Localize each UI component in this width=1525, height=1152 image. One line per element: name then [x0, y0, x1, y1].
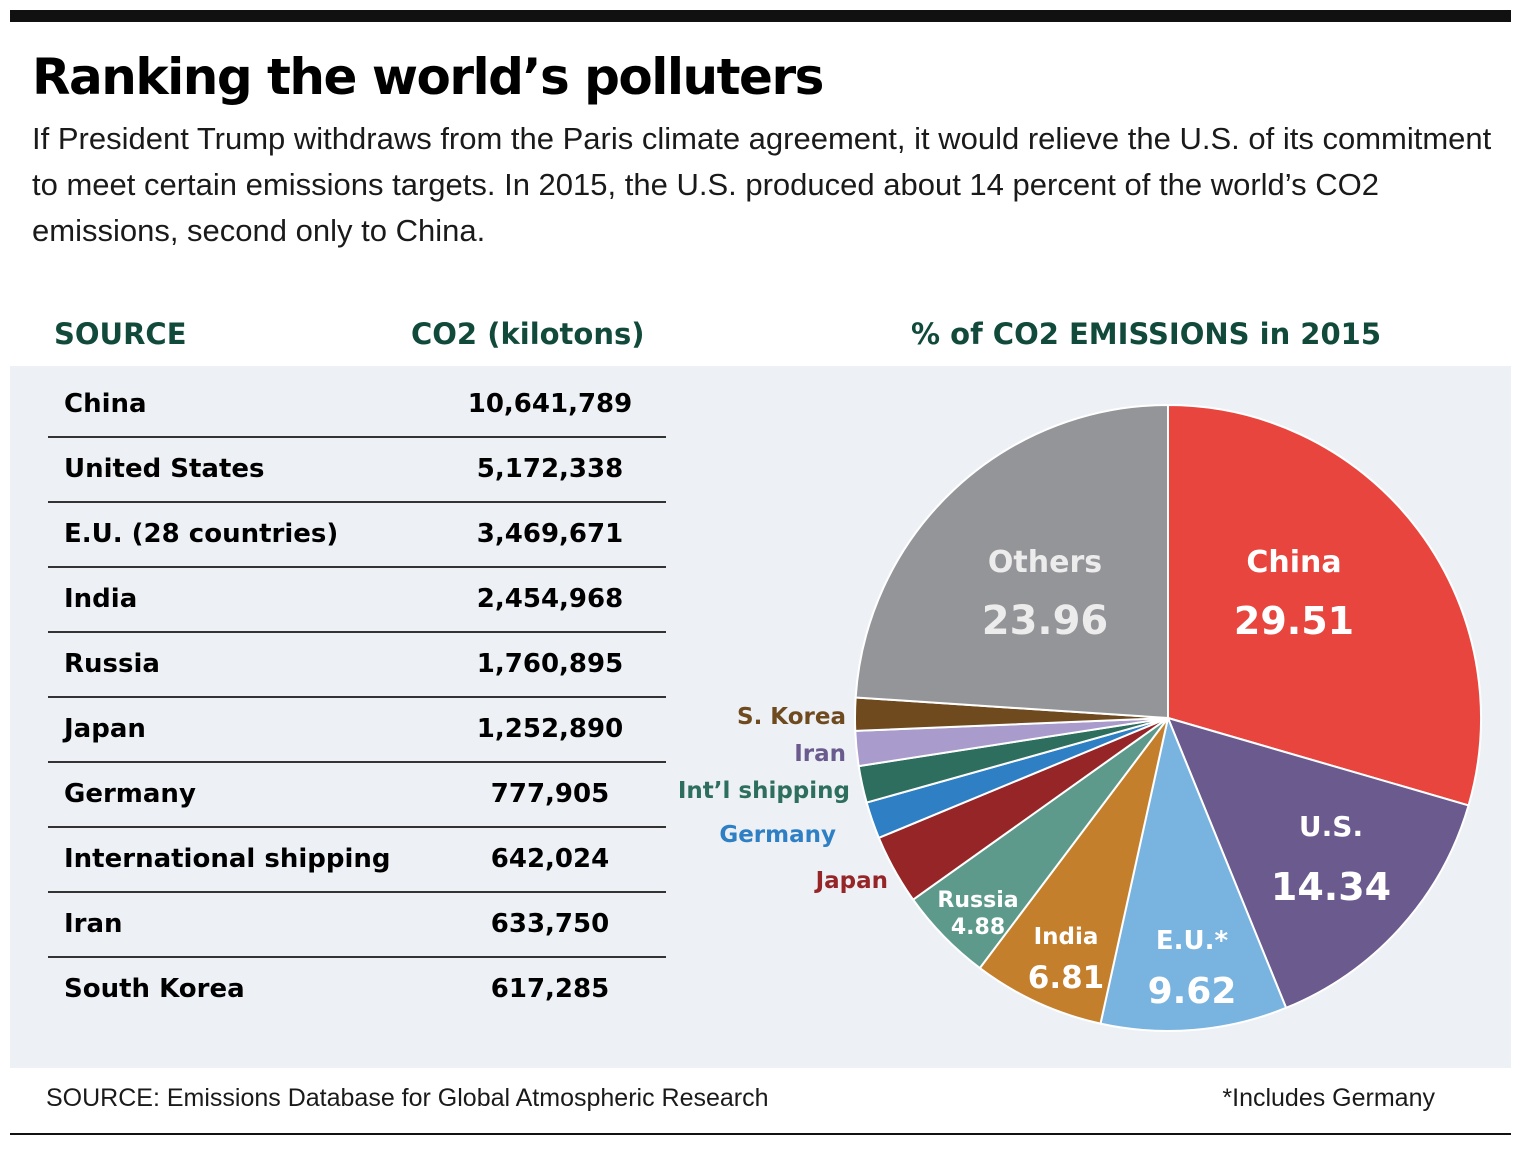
row-source: E.U. (28 countries) — [64, 519, 339, 549]
row-source: South Korea — [64, 974, 245, 1004]
row-value: 3,469,671 — [476, 519, 624, 549]
row-source: Iran — [64, 909, 123, 939]
table-row: International shipping 642,024 — [48, 827, 666, 893]
emissions-table: China 10,641,789 United States 5,172,338… — [10, 366, 690, 1066]
table-row: China 10,641,789 — [48, 372, 666, 438]
row-value: 617,285 — [490, 974, 610, 1004]
pie-chart: China 29.51 U.S. 14.34 E.U.* 9.62 India 6.81 Rus… — [678, 403, 1482, 1032]
row-source: India — [64, 584, 138, 614]
slice-label: Russia — [937, 888, 1018, 913]
row-source: China — [64, 389, 147, 419]
row-source: Japan — [64, 714, 146, 744]
pie-slice-u-s — [1166, 716, 1470, 1010]
chart-title: % of CO2 EMISSIONS in 2015 — [911, 317, 1382, 351]
row-source: Germany — [64, 779, 196, 809]
source-note: SOURCE: Emissions Database for Global At… — [46, 1084, 769, 1112]
slice-label: India — [1034, 924, 1099, 950]
slice-value-label: 4.88 — [951, 915, 1005, 940]
row-value: 10,641,789 — [467, 389, 633, 419]
slice-label: U.S. — [1299, 810, 1363, 843]
table-row: India 2,454,968 — [48, 567, 666, 633]
row-value: 777,905 — [490, 779, 610, 809]
slice-label: Iran — [794, 741, 846, 767]
bottom-rule — [10, 1133, 1511, 1135]
pie-slice-e-u — [1099, 714, 1288, 1032]
row-source: Russia — [64, 649, 160, 679]
row-value: 642,024 — [490, 844, 610, 874]
slice-label: China — [1246, 545, 1341, 580]
slice-label: Others — [988, 545, 1102, 580]
page-subtitle: If President Trump withdraws from the Pa… — [32, 121, 1492, 248]
pie-slice-others — [854, 403, 1169, 720]
table-row: Iran 633,750 — [48, 892, 666, 958]
table-row: Japan 1,252,890 — [48, 697, 666, 763]
table-row: South Korea 617,285 — [48, 957, 666, 1021]
table-row: Russia 1,760,895 — [48, 632, 666, 698]
table-header-source: SOURCE — [54, 317, 187, 351]
slice-label: S. Korea — [737, 704, 846, 730]
row-value: 1,252,890 — [476, 714, 624, 744]
table-row: United States 5,172,338 — [48, 437, 666, 503]
slice-value-label: 6.81 — [1028, 960, 1105, 996]
table-header-co2: CO2 (kilotons) — [411, 317, 645, 351]
table-row: E.U. (28 countries) 3,469,671 — [48, 502, 666, 568]
row-value: 2,454,968 — [476, 584, 624, 614]
row-value: 633,750 — [490, 909, 610, 939]
slice-value-label: 9.62 — [1148, 971, 1237, 1012]
slice-value-label: 29.51 — [1234, 599, 1354, 643]
slice-value-label: 14.34 — [1271, 865, 1391, 909]
slice-label: Japan — [814, 868, 888, 894]
slice-label: Germany — [719, 822, 836, 848]
top-rule — [10, 10, 1511, 22]
row-value: 1,760,895 — [476, 649, 624, 679]
slice-label: Int’l shipping — [678, 778, 850, 804]
pie-slice-china — [1167, 403, 1482, 807]
footnote: *Includes Germany — [1222, 1084, 1435, 1112]
row-source: International shipping — [64, 844, 391, 874]
row-source: United States — [64, 454, 265, 484]
pie-slice-india — [978, 717, 1169, 1025]
table-row: Germany 777,905 — [48, 762, 666, 828]
row-value: 5,172,338 — [476, 454, 624, 484]
page-title: Ranking the world’s polluters — [32, 48, 824, 106]
slice-value-label: 23.96 — [982, 598, 1109, 644]
slice-label: E.U.* — [1156, 926, 1229, 956]
